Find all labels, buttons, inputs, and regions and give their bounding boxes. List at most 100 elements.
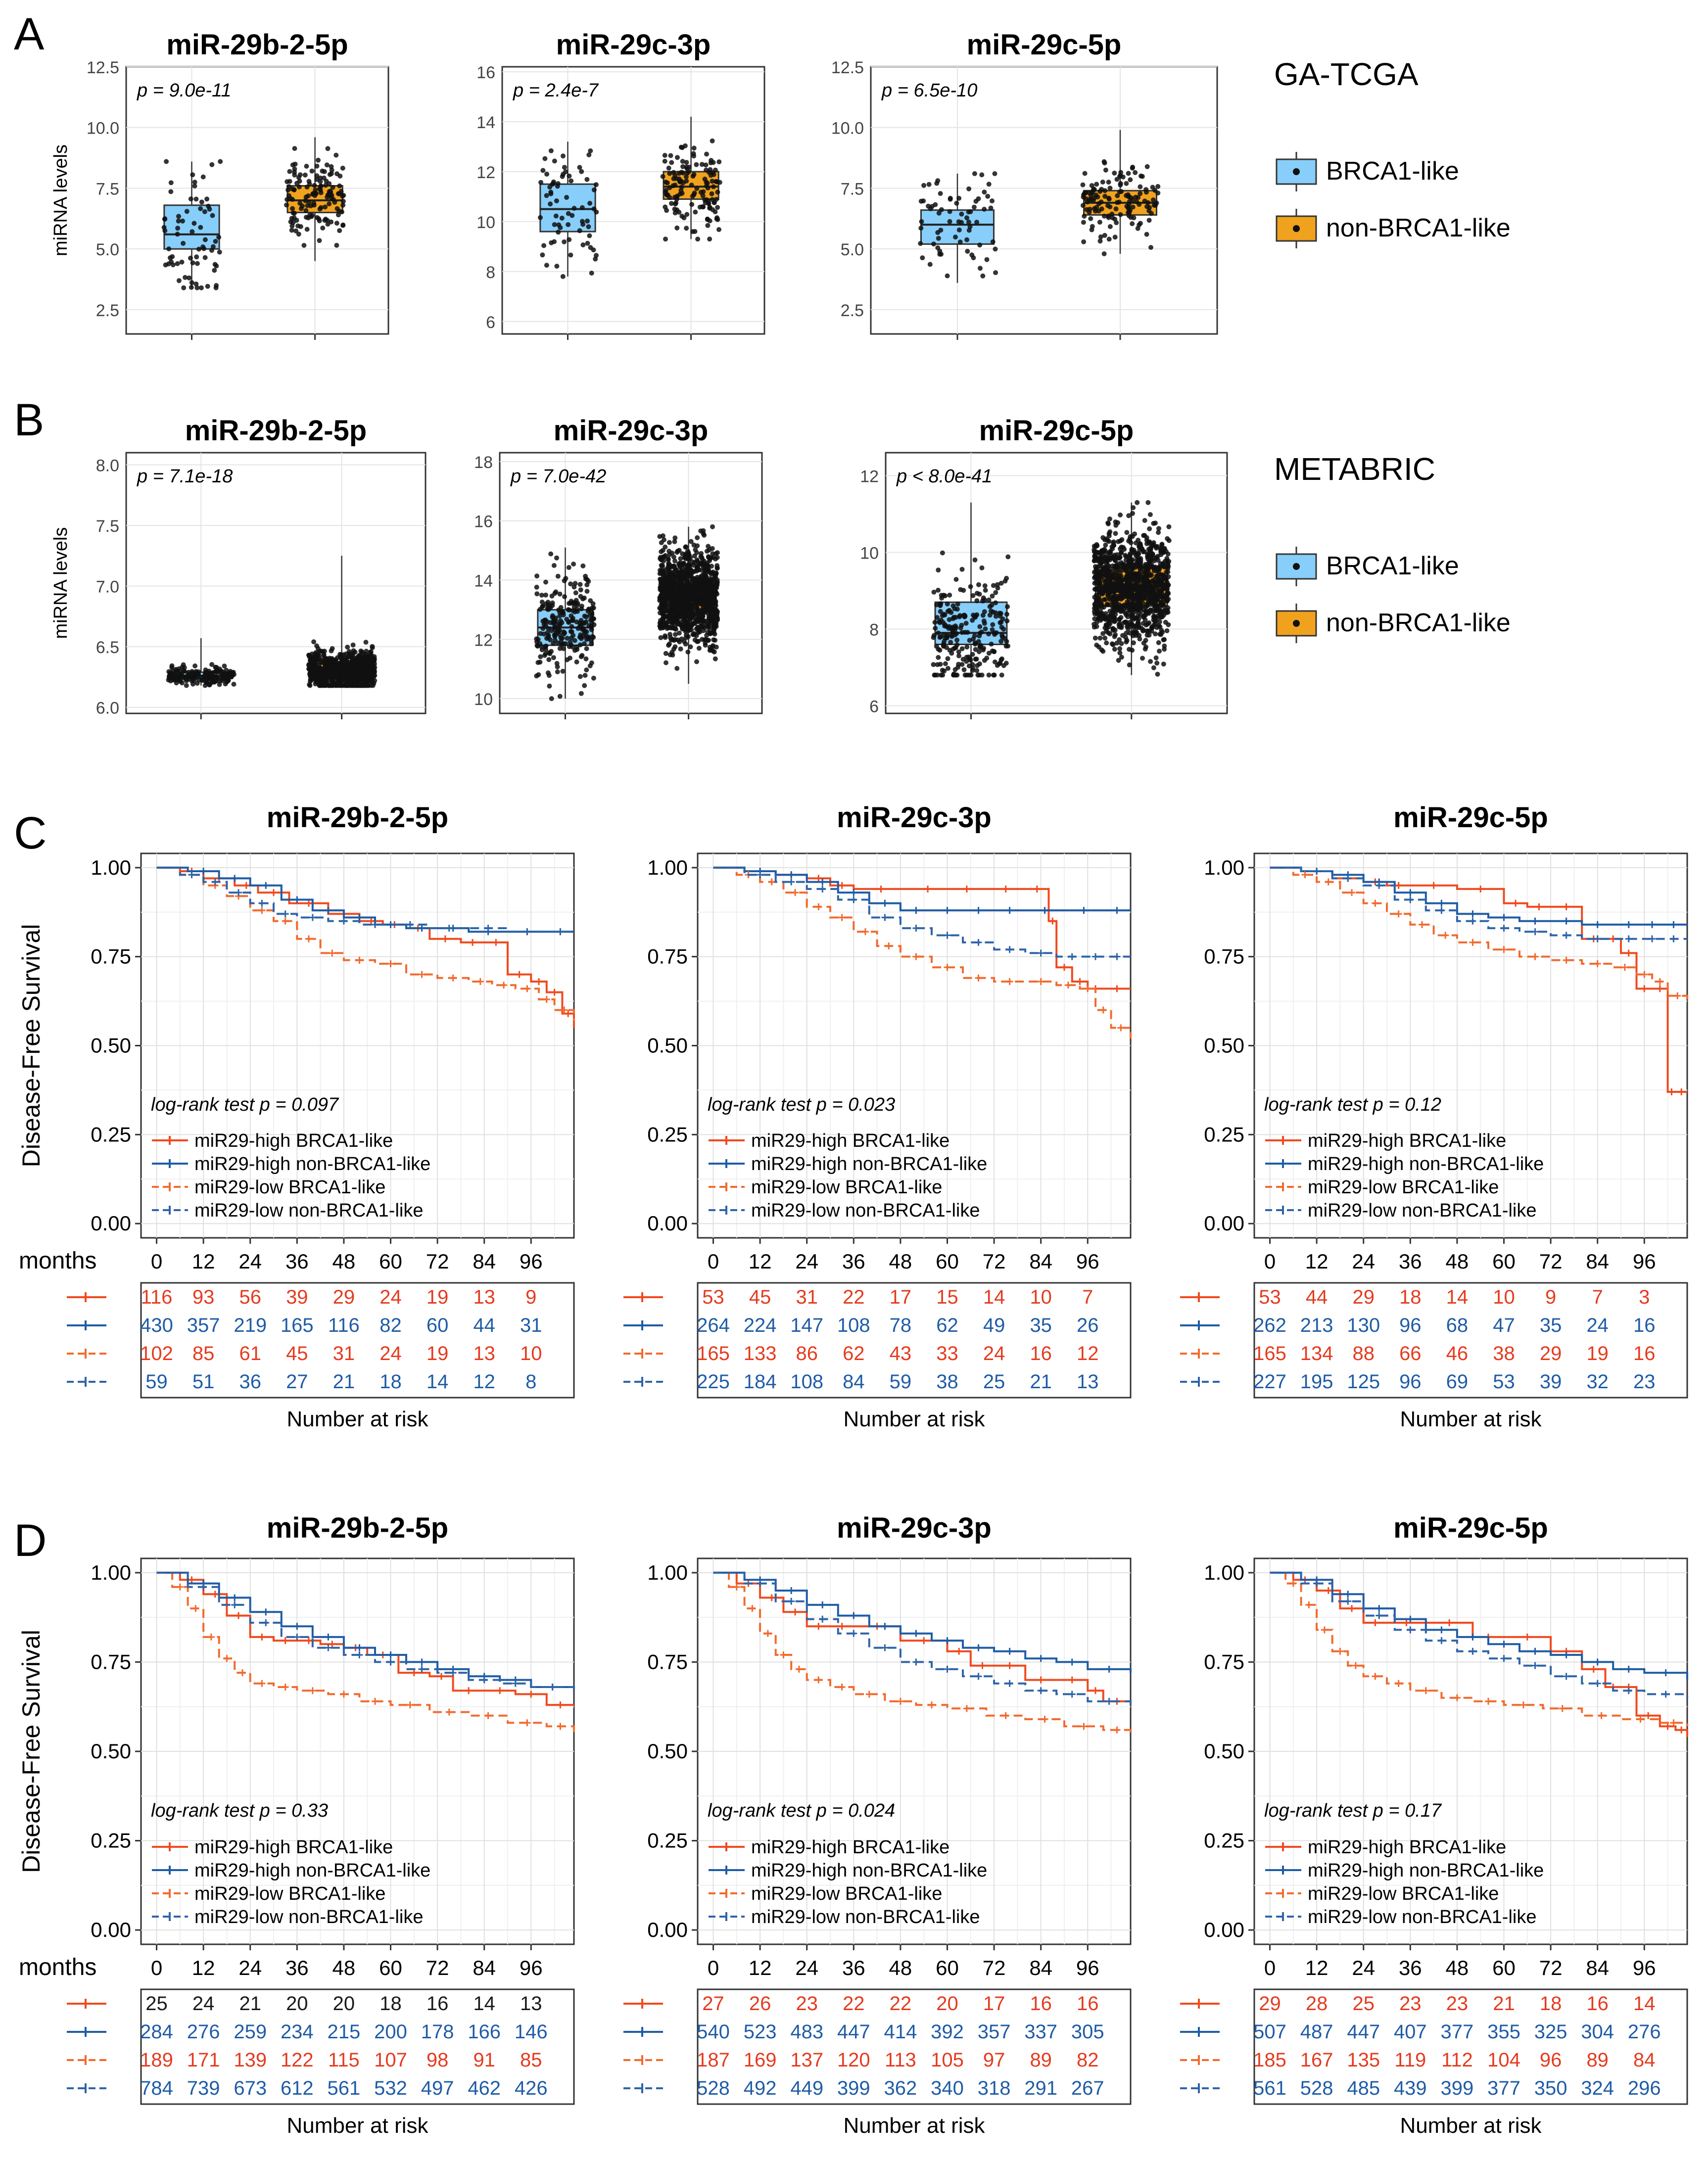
risk-count: 21: [1030, 1371, 1052, 1393]
risk-count: 78: [890, 1315, 912, 1336]
data-point: [1153, 608, 1159, 613]
data-point: [1153, 592, 1159, 597]
data-point: [1107, 224, 1113, 229]
censor-mark: [527, 1691, 535, 1698]
data-point: [1102, 160, 1107, 166]
data-point: [1005, 643, 1010, 649]
data-point: [1123, 554, 1129, 559]
data-point: [196, 246, 201, 252]
data-point: [1106, 539, 1112, 544]
data-point: [181, 240, 186, 246]
data-point: [586, 607, 592, 612]
y-tick-label: 6.0: [96, 699, 119, 718]
data-point: [1102, 584, 1107, 590]
data-point: [940, 550, 945, 556]
x-tick-label: 0: [151, 1956, 162, 1979]
censor-mark: [1041, 907, 1048, 914]
data-point: [162, 217, 167, 222]
legend-label: miR29-low BRCA1-like: [1308, 1177, 1499, 1198]
data-point: [694, 186, 700, 191]
censor-mark: [449, 974, 457, 982]
data-point: [1143, 562, 1148, 567]
data-point: [303, 208, 309, 213]
data-point: [990, 239, 996, 244]
data-point: [545, 600, 551, 605]
data-point: [669, 596, 674, 602]
censor-mark: [1407, 889, 1414, 896]
data-point: [1103, 542, 1108, 548]
data-point: [1106, 556, 1112, 561]
data-point: [663, 236, 668, 242]
data-point: [220, 672, 225, 678]
risk-count: 24: [983, 1343, 1005, 1364]
data-point: [1105, 570, 1110, 575]
data-point: [585, 218, 590, 224]
data-point: [214, 263, 219, 269]
data-point: [698, 574, 704, 580]
data-point: [572, 638, 577, 643]
data-point: [363, 640, 369, 645]
censor-mark: [406, 921, 414, 928]
data-point: [1156, 579, 1161, 584]
data-point: [1165, 551, 1171, 557]
data-point: [982, 189, 987, 195]
data-point: [332, 674, 337, 680]
data-point: [1114, 597, 1120, 602]
data-point: [979, 565, 985, 570]
data-point: [986, 182, 992, 187]
data-point: [1118, 170, 1124, 175]
data-point: [688, 620, 693, 626]
data-point: [545, 607, 551, 612]
data-point: [584, 589, 590, 594]
risk-count: 38: [936, 1371, 958, 1393]
data-point: [667, 632, 672, 637]
data-point: [331, 197, 336, 202]
risk-count: 7: [1592, 1286, 1603, 1308]
chart-title: miR-29c-3p: [556, 29, 711, 61]
x-tick-label: 12: [1305, 1250, 1328, 1273]
data-point: [688, 539, 694, 544]
data-point: [951, 672, 957, 678]
data-point: [660, 578, 665, 584]
censor-mark: [1060, 964, 1068, 971]
data-point: [560, 668, 566, 674]
censor-mark: [484, 925, 492, 932]
data-point: [1146, 632, 1152, 638]
survival-curve-2: [713, 866, 1131, 912]
data-point: [577, 624, 582, 629]
data-point: [307, 654, 312, 659]
y-tick-label: 8.0: [96, 457, 119, 475]
data-point: [705, 591, 710, 596]
data-point: [1097, 556, 1102, 562]
data-point: [367, 656, 373, 661]
data-point: [1099, 616, 1105, 622]
dataset-label: METABRIC: [1274, 451, 1435, 487]
data-point: [715, 189, 720, 195]
data-point: [932, 672, 937, 678]
dataset-label: GA-TCGA: [1274, 56, 1419, 92]
data-point: [164, 159, 169, 164]
data-point: [566, 620, 571, 625]
data-point: [1131, 629, 1137, 634]
data-point: [976, 582, 981, 587]
data-point: [679, 581, 684, 586]
data-point: [963, 620, 969, 626]
data-point: [966, 663, 972, 668]
data-point: [1147, 526, 1152, 531]
data-point: [303, 194, 309, 200]
data-point: [316, 216, 322, 222]
censor-mark: [1531, 928, 1539, 936]
data-point: [543, 592, 548, 598]
data-point: [672, 614, 677, 620]
data-point: [937, 601, 943, 607]
data-point: [662, 153, 667, 158]
data-point: [343, 683, 349, 688]
data-point: [936, 567, 941, 573]
data-point: [692, 553, 697, 559]
data-point: [170, 254, 175, 259]
risk-count: 14: [1446, 1286, 1469, 1308]
data-point: [320, 168, 325, 174]
data-point: [982, 597, 987, 603]
